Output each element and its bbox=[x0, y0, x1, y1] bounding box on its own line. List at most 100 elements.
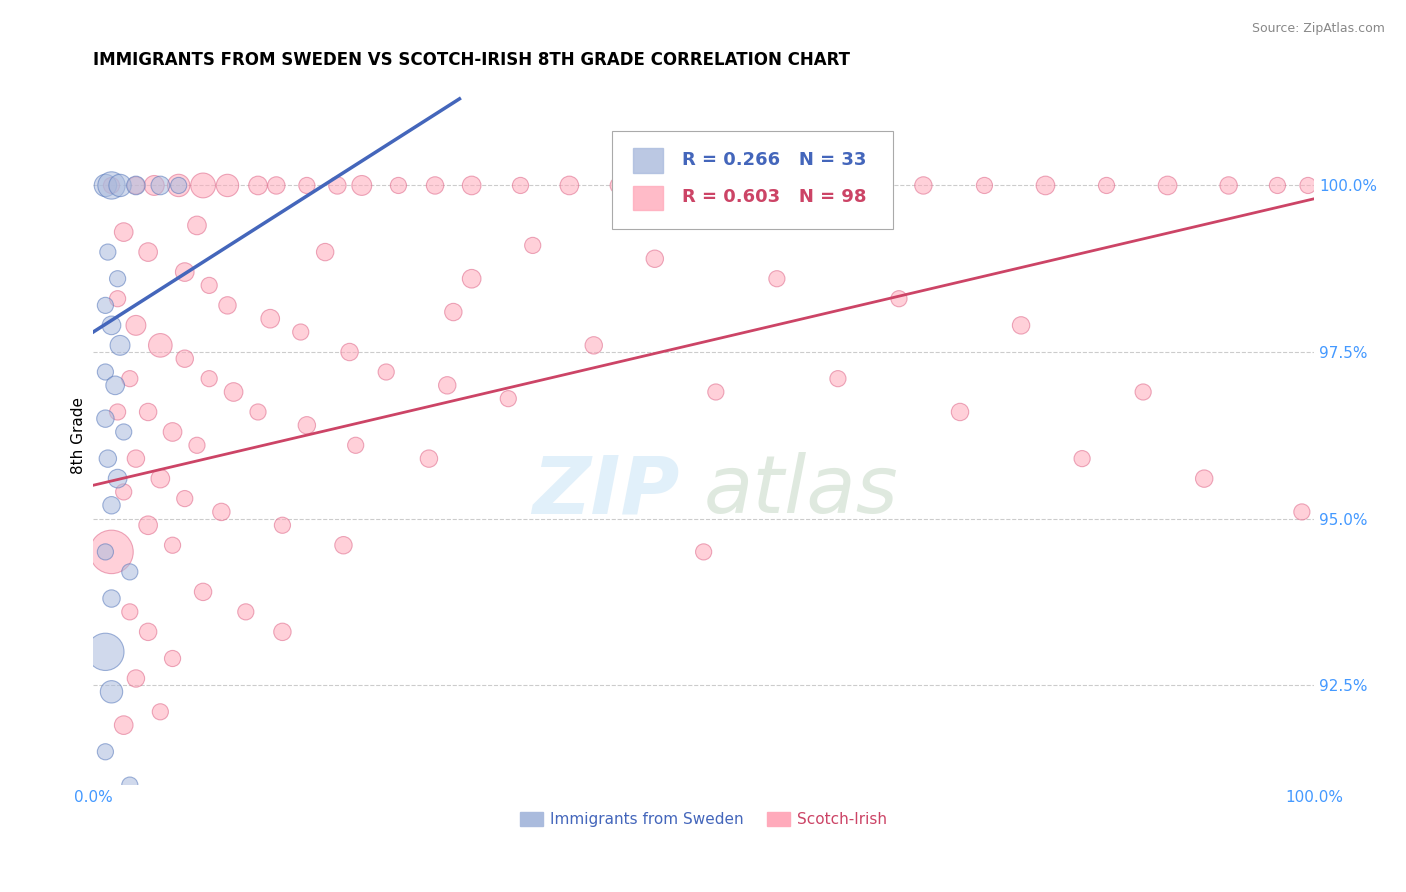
Point bbox=[912, 178, 935, 193]
Point bbox=[136, 245, 159, 260]
Point bbox=[209, 505, 232, 519]
Point bbox=[1095, 178, 1118, 193]
Point bbox=[290, 325, 312, 339]
Point bbox=[271, 624, 294, 639]
Point bbox=[107, 472, 129, 486]
Point bbox=[222, 384, 245, 399]
Point bbox=[766, 271, 789, 285]
Point bbox=[423, 178, 446, 193]
Point bbox=[118, 605, 141, 619]
Point bbox=[973, 178, 995, 193]
Point bbox=[644, 252, 666, 266]
Point bbox=[217, 298, 239, 312]
Point bbox=[118, 372, 141, 386]
Point bbox=[668, 178, 690, 193]
Point bbox=[259, 311, 281, 326]
Point bbox=[143, 178, 166, 193]
Point bbox=[149, 705, 172, 719]
Point bbox=[149, 178, 172, 193]
Point bbox=[162, 425, 184, 439]
Point bbox=[271, 518, 294, 533]
Text: ZIP: ZIP bbox=[531, 452, 679, 530]
Point bbox=[827, 372, 849, 386]
Point bbox=[94, 411, 117, 425]
Point bbox=[125, 178, 148, 193]
Point bbox=[1010, 318, 1032, 333]
Text: IMMIGRANTS FROM SWEDEN VS SCOTCH-IRISH 8TH GRADE CORRELATION CHART: IMMIGRANTS FROM SWEDEN VS SCOTCH-IRISH 8… bbox=[93, 51, 851, 69]
Point bbox=[97, 451, 120, 466]
Point bbox=[522, 238, 544, 252]
Point bbox=[266, 178, 288, 193]
Point bbox=[125, 318, 148, 333]
Point bbox=[108, 338, 131, 352]
Point bbox=[509, 178, 531, 193]
Point bbox=[582, 338, 605, 352]
Bar bbox=[633, 148, 664, 173]
Point bbox=[1071, 451, 1094, 466]
Point bbox=[136, 624, 159, 639]
Point bbox=[112, 425, 135, 439]
Point bbox=[1192, 472, 1215, 486]
Point bbox=[149, 472, 172, 486]
Point bbox=[173, 265, 195, 279]
Point bbox=[692, 545, 714, 559]
Point bbox=[1132, 384, 1154, 399]
Point bbox=[94, 745, 117, 759]
Point bbox=[350, 178, 373, 193]
Point bbox=[97, 245, 120, 260]
Point bbox=[741, 178, 763, 193]
Point bbox=[100, 318, 122, 333]
Point bbox=[1296, 178, 1319, 193]
Point bbox=[112, 484, 135, 499]
Point bbox=[100, 591, 122, 606]
Point bbox=[198, 372, 221, 386]
Point bbox=[125, 672, 148, 686]
Point bbox=[173, 491, 195, 506]
Point bbox=[100, 178, 122, 193]
Point bbox=[1156, 178, 1178, 193]
Point bbox=[107, 271, 129, 285]
Point bbox=[436, 378, 458, 392]
Point bbox=[94, 178, 117, 193]
Text: R = 0.266   N = 33: R = 0.266 N = 33 bbox=[682, 152, 866, 169]
Point bbox=[949, 405, 972, 419]
Point bbox=[247, 178, 270, 193]
Text: atlas: atlas bbox=[703, 452, 898, 530]
Point bbox=[149, 338, 172, 352]
Point bbox=[460, 178, 482, 193]
Point bbox=[441, 305, 464, 319]
Legend: Immigrants from Sweden, Scotch-Irish: Immigrants from Sweden, Scotch-Irish bbox=[513, 806, 894, 833]
Point bbox=[339, 345, 361, 359]
Point bbox=[498, 392, 520, 406]
Point bbox=[1267, 178, 1289, 193]
Point bbox=[887, 292, 910, 306]
FancyBboxPatch shape bbox=[612, 131, 893, 229]
Point bbox=[217, 178, 239, 193]
Point bbox=[136, 405, 159, 419]
Point bbox=[118, 565, 141, 579]
Point bbox=[94, 365, 117, 379]
Point bbox=[191, 585, 214, 599]
Point bbox=[375, 365, 398, 379]
Point bbox=[191, 178, 214, 193]
Point bbox=[118, 778, 141, 792]
Point bbox=[314, 245, 336, 260]
Point bbox=[112, 718, 135, 732]
Point bbox=[704, 384, 727, 399]
Bar bbox=[633, 186, 664, 210]
Point bbox=[186, 438, 208, 452]
Point bbox=[295, 178, 318, 193]
Point bbox=[418, 451, 440, 466]
Point bbox=[460, 271, 482, 285]
Point bbox=[387, 178, 409, 193]
Point bbox=[167, 178, 190, 193]
Point bbox=[1291, 505, 1313, 519]
Point bbox=[107, 405, 129, 419]
Point bbox=[125, 178, 148, 193]
Point bbox=[162, 538, 184, 552]
Point bbox=[94, 298, 117, 312]
Point bbox=[125, 451, 148, 466]
Point bbox=[162, 651, 184, 665]
Point bbox=[803, 178, 825, 193]
Point bbox=[344, 438, 367, 452]
